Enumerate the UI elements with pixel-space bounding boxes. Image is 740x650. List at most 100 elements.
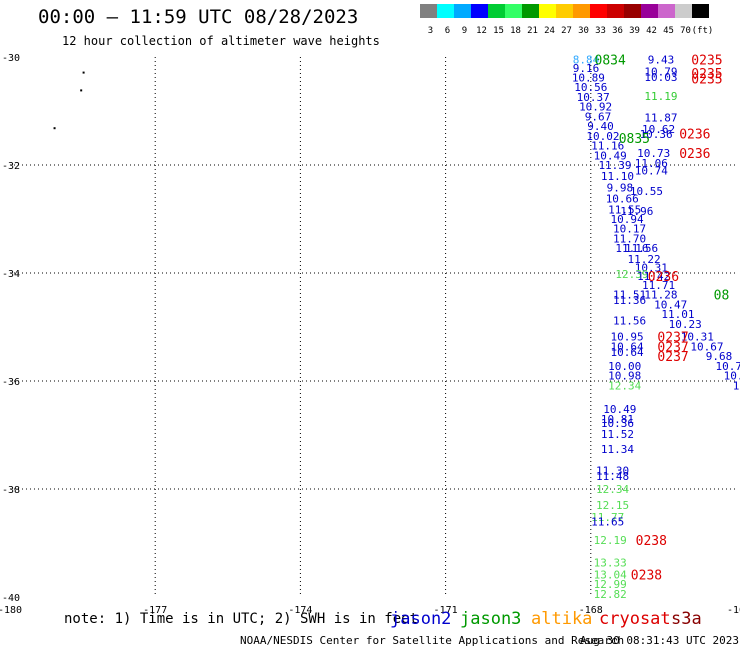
pass-time-label: 0834 [595, 54, 626, 69]
wave-height-label: 10.66 [606, 192, 639, 205]
wave-height-label: 9.43 [648, 54, 675, 67]
colorbar-label: 45 [663, 26, 674, 36]
wave-height-label: 12.34 [596, 483, 629, 496]
colorbar-label: 42 [646, 26, 657, 36]
wave-height-label: 11.34 [601, 443, 634, 456]
satellite-legend-jason3: jason3 [460, 609, 522, 629]
x-tick-label: -174 [288, 605, 312, 616]
pass-time-label: 0235 [691, 67, 722, 82]
y-tick-label: -38 [2, 485, 20, 496]
colorbar-label: 39 [629, 26, 640, 36]
satellite-legend-altika: altika [531, 609, 593, 629]
colorbar-swatch [556, 4, 573, 18]
wave-height-label: 10.31 [681, 331, 714, 344]
wave-height-label: 10.49 [603, 403, 636, 416]
wave-height-label: 10.49 [594, 149, 627, 162]
wave-height-label: 1 [733, 379, 740, 392]
x-tick-label: -16 [727, 605, 740, 616]
wave-height-label: 13.04 [594, 568, 627, 581]
wave-height-label: 10.64 [611, 346, 644, 359]
pass-time-label: 0236 [679, 128, 710, 143]
wave-height-label: 11.56 [613, 315, 646, 328]
y-tick-label: -36 [2, 377, 20, 388]
colorbar-label: 9 [462, 26, 467, 36]
wave-height-label: 10.67 [690, 340, 723, 353]
pass-time-label: 08 [714, 289, 730, 304]
track-dot [80, 89, 83, 92]
colorbar-swatch [607, 4, 624, 18]
wave-height-label: 10.74 [635, 164, 668, 177]
colorbar-swatch [658, 4, 675, 18]
colorbar-label: 3 [428, 26, 433, 36]
satellite-legend-cryosat: cryosat [599, 609, 671, 629]
wave-height-label: 11.71 [642, 279, 675, 292]
colorbar-label: 36 [612, 26, 623, 36]
footer-note: note: 1) Time is in UTC; 2) SWH is in fe… [64, 611, 419, 627]
wave-height-label: 11.77 [591, 511, 624, 524]
wave-height-label: 9.68 [706, 350, 733, 363]
wave-height-label: 11.28 [644, 289, 677, 302]
track-dot [82, 71, 85, 74]
wave-height-label: 10.94 [611, 213, 644, 226]
colorbar-swatch [488, 4, 505, 18]
wave-height-label: 10.37 [577, 91, 610, 104]
wave-height-label: 10.7 [715, 360, 740, 373]
wave-height-label: 11.01 [661, 308, 694, 321]
colorbar-label: 21 [527, 26, 538, 36]
wave-height-label: 10.36 [601, 417, 634, 430]
footer-credit: NOAA/NESDIS Center for Satellite Applica… [240, 634, 625, 647]
colorbar-swatch [454, 4, 471, 18]
wave-height-label: 11.55 [608, 203, 641, 216]
wave-height-label: 13.33 [594, 556, 627, 569]
wave-height-label: 11.51 [613, 289, 646, 302]
colorbar-swatch [505, 4, 522, 18]
wave-height-label: 10.17 [613, 223, 646, 236]
wave-height-label: 11.22 [627, 253, 660, 266]
wave-height-label: 11.65 [591, 515, 624, 528]
y-tick-label: -40 [2, 593, 20, 604]
wave-height-label: 10.98 [608, 370, 641, 383]
track-dot [53, 127, 56, 130]
colorbar-label: (ft) [692, 26, 714, 36]
wave-height-label: 10.62 [642, 123, 675, 136]
satellite-legend-s3a: s3a [671, 609, 702, 629]
wave-height-label: 10.56 [574, 81, 607, 94]
wave-height-label: 12.39 [615, 268, 648, 281]
wave-height-label: 10.55 [630, 185, 663, 198]
pass-time-label: 0237 [657, 331, 688, 346]
colorbar: 3 6 9 12 15 18 21 24 27 30 33 36 39 42 45 70 (ft) [420, 4, 714, 36]
wave-height-label: 9.40 [587, 120, 614, 133]
wave-height-label: 10.73 [637, 147, 670, 160]
y-tick-label: -32 [2, 161, 20, 172]
colorbar-label: 12 [476, 26, 487, 36]
wave-height-label: 10.23 [669, 318, 702, 331]
footer-timestamp: Aug 30 08:31:43 UTC 2023 [580, 634, 739, 647]
x-tick-label: -168 [579, 605, 603, 616]
wave-height-label: 10.03 [644, 71, 677, 84]
chart-plot-area: -180 -177 -174 -171 -168 -16 -30 -32 -34 -36 -38 -4… [0, 53, 740, 616]
pass-time-label: 0238 [636, 534, 667, 549]
wave-height-label: 11.16 [591, 140, 624, 153]
pass-time-label: 0235 [691, 54, 722, 69]
wave-height-label: 10. [724, 370, 740, 383]
wave-height-label: 10.79 [644, 66, 677, 79]
colorbar-label: 15 [493, 26, 504, 36]
wave-height-label: 10.89 [572, 72, 605, 85]
page-title: 00:00 – 11:59 UTC 08/28/2023 [38, 6, 359, 28]
colorbar-swatch [675, 4, 692, 18]
wave-height-label: 9.16 [573, 62, 600, 75]
wave-height-label: 12.19 [594, 534, 627, 547]
colorbar-swatch [420, 4, 437, 18]
wave-height-label: 10.00 [608, 360, 641, 373]
colorbar-swatch [573, 4, 590, 18]
pass-time-label: 0835 [619, 132, 650, 147]
wave-height-label: 11.87 [644, 111, 677, 124]
y-tick-label: -34 [2, 269, 20, 280]
wave-height-label: 12.34 [608, 379, 641, 392]
pass-time-label: 0237 [657, 340, 688, 355]
pass-time-label: 0236 [679, 147, 710, 162]
wave-height-label: 11.96 [620, 205, 653, 218]
wave-height-label: 10.02 [586, 130, 619, 143]
y-tick-label: -30 [2, 53, 20, 64]
wave-height-label: 12.82 [594, 588, 627, 601]
